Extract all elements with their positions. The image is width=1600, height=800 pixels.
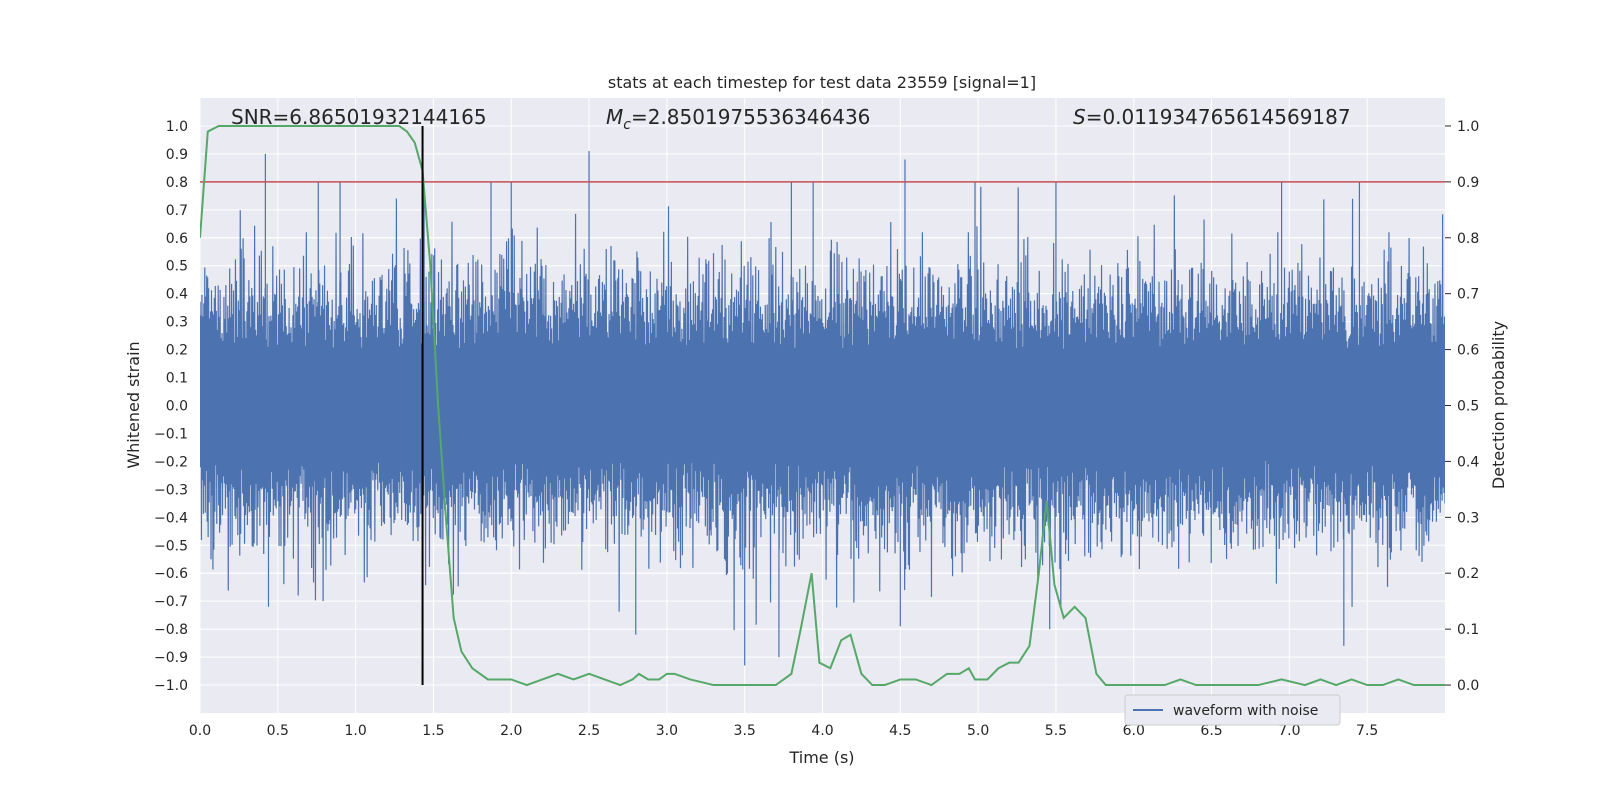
- y-left-tick-label: −0.5: [154, 538, 188, 554]
- y-right-tick-label: 0.8: [1457, 231, 1479, 247]
- y-left-tick-label: −0.9: [154, 650, 188, 666]
- y-left-tick-label: 0.1: [166, 371, 188, 387]
- x-tick-label: 1.5: [422, 723, 444, 739]
- x-tick-labels: 0.0 0.5 1.0 1.5 2.0 2.5 3.0 3.5 4.0 4.5 5.0 5.5 6.0 6…: [189, 723, 1378, 739]
- strain-series: [200, 151, 1445, 666]
- x-tick-label: 3.0: [656, 723, 678, 739]
- y-left-tick-label: −0.6: [154, 566, 188, 582]
- chirp-mass-annotation: Mc=2.8501975536346436: [606, 105, 870, 133]
- y-left-tick-label: −0.4: [154, 510, 188, 526]
- chart-title: stats at each timestep for test data 235…: [608, 73, 1036, 92]
- x-tick-label: 6.5: [1200, 723, 1222, 739]
- x-tick-label: 2.5: [578, 723, 600, 739]
- s-symbol: S: [1073, 105, 1086, 129]
- x-tick-label: 2.0: [500, 723, 522, 739]
- s-annotation: S=0.011934765614569187: [1073, 105, 1351, 129]
- y-axis-label-left: Whitened strain: [124, 341, 143, 468]
- y-right-tick-label: 1.0: [1457, 119, 1479, 135]
- probability-series: [200, 124, 1445, 687]
- mc-value: =2.8501975536346436: [631, 105, 870, 129]
- y-left-tick-label: −0.2: [154, 454, 188, 470]
- y-left-tick-label: −0.3: [154, 482, 188, 498]
- y-right-tick-label: 0.0: [1457, 678, 1479, 694]
- y-left-tick-label: 1.0: [166, 119, 188, 135]
- y-left-tick-label: 0.2: [166, 343, 188, 359]
- y-right-tick-label: 0.4: [1457, 454, 1479, 470]
- legend-label: waveform with noise: [1173, 703, 1318, 719]
- y-right-tick-label: 0.7: [1457, 287, 1479, 303]
- y-left-tick-label: 0.3: [166, 315, 188, 331]
- mc-symbol: M: [606, 105, 623, 129]
- y-left-tick-label: 0.4: [166, 287, 188, 303]
- y-right-tick-label: 0.5: [1457, 399, 1479, 415]
- y-right-tick-label: 0.6: [1457, 343, 1479, 359]
- y-left-tick-label: 0.7: [166, 203, 188, 219]
- y-left-tick-label: 0.0: [166, 399, 188, 415]
- s-value: =0.011934765614569187: [1086, 105, 1351, 129]
- snr-annotation: SNR=6.86501932144165: [231, 105, 487, 129]
- x-tick-label: 5.5: [1045, 723, 1067, 739]
- y-right-tick-labels: 1.0 0.9 0.8 0.7 0.6 0.5 0.4 0.3 0.2 0.1 0.0: [1445, 119, 1479, 694]
- legend: waveform with noise: [1124, 694, 1341, 726]
- strain-line: [200, 151, 1445, 666]
- y-left-tick-label: 0.9: [166, 147, 188, 163]
- y-left-tick-label: −1.0: [154, 678, 188, 694]
- x-tick-label: 0.0: [189, 723, 211, 739]
- y-right-tick-label: 0.3: [1457, 510, 1479, 526]
- x-tick-label: 7.0: [1278, 723, 1300, 739]
- plot-content: [200, 124, 1445, 687]
- y-left-tick-label: 0.8: [166, 175, 188, 191]
- y-left-tick-label: −0.1: [154, 426, 188, 442]
- probability-line: [200, 124, 1445, 687]
- y-left-tick-label: −0.8: [154, 622, 188, 638]
- mc-subscript: c: [623, 117, 631, 133]
- y-right-tick-label: 0.1: [1457, 622, 1479, 638]
- y-right-tick-label: 0.2: [1457, 566, 1479, 582]
- x-tick-label: 3.5: [734, 723, 756, 739]
- y-axis-label-right: Detection probability: [1489, 321, 1508, 489]
- x-tick-label: 0.5: [267, 723, 289, 739]
- y-left-tick-label: −0.7: [154, 594, 188, 610]
- x-tick-label: 4.0: [811, 723, 833, 739]
- y-left-tick-labels: 1.0 0.9 0.8 0.7 0.6 0.5 0.4 0.3 0.2 0.1 0.0 −0.1 −0.…: [154, 119, 188, 694]
- x-tick-label: 5.0: [967, 723, 989, 739]
- x-axis-label: Time (s): [788, 748, 854, 767]
- x-tick-label: 6.0: [1123, 723, 1145, 739]
- x-tick-label: 4.5: [889, 723, 911, 739]
- x-tick-label: 7.5: [1356, 723, 1378, 739]
- y-right-tick-label: 0.9: [1457, 175, 1479, 191]
- x-tick-label: 1.0: [344, 723, 366, 739]
- y-left-tick-label: 0.6: [166, 231, 188, 247]
- legend-box: [1124, 694, 1341, 726]
- y-left-tick-label: 0.5: [166, 259, 188, 275]
